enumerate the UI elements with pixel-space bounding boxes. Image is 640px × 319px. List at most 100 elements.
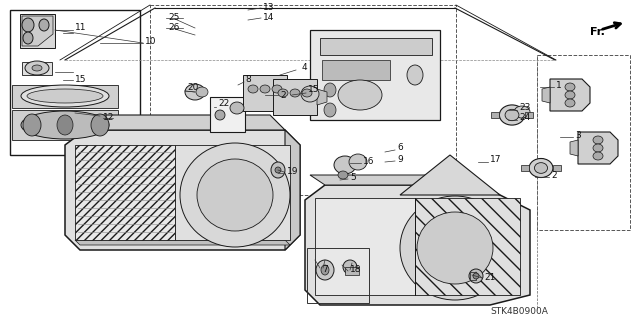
Ellipse shape [278, 89, 288, 97]
Ellipse shape [196, 87, 208, 97]
Ellipse shape [271, 162, 285, 178]
Text: 19: 19 [287, 167, 298, 176]
Ellipse shape [23, 32, 33, 44]
Ellipse shape [321, 265, 329, 275]
Text: 10: 10 [145, 38, 157, 47]
Ellipse shape [565, 83, 575, 91]
Ellipse shape [275, 167, 281, 173]
Ellipse shape [469, 269, 483, 283]
Polygon shape [22, 16, 53, 46]
Bar [10, 10, 140, 155]
Polygon shape [578, 132, 618, 164]
Polygon shape [305, 185, 530, 305]
Polygon shape [243, 75, 287, 111]
Ellipse shape [593, 152, 603, 160]
Text: 2: 2 [551, 170, 557, 180]
Ellipse shape [23, 114, 41, 136]
Polygon shape [415, 198, 520, 295]
Ellipse shape [338, 171, 348, 179]
Text: 22: 22 [218, 99, 229, 108]
Ellipse shape [343, 260, 357, 274]
Bar [470, 272, 476, 280]
Text: 14: 14 [263, 13, 275, 23]
Polygon shape [525, 112, 532, 118]
Ellipse shape [248, 85, 258, 93]
Ellipse shape [316, 260, 334, 280]
Polygon shape [320, 38, 432, 55]
Ellipse shape [334, 156, 356, 174]
Text: Fr.: Fr. [590, 27, 605, 37]
Polygon shape [22, 62, 52, 75]
Text: 21: 21 [484, 273, 495, 283]
Ellipse shape [565, 99, 575, 107]
Polygon shape [322, 60, 390, 80]
Text: 23: 23 [519, 103, 531, 113]
Ellipse shape [565, 91, 575, 99]
Polygon shape [550, 79, 590, 111]
Bar [307, 248, 369, 303]
Ellipse shape [39, 19, 49, 31]
Polygon shape [570, 140, 578, 156]
Text: 15: 15 [75, 76, 86, 85]
Ellipse shape [593, 136, 603, 144]
Text: 13: 13 [263, 4, 275, 12]
Ellipse shape [185, 84, 205, 100]
Text: 25: 25 [168, 13, 179, 23]
Ellipse shape [349, 154, 367, 170]
Ellipse shape [91, 114, 109, 136]
Ellipse shape [180, 143, 290, 247]
Polygon shape [75, 240, 290, 245]
Ellipse shape [57, 115, 73, 135]
Bar [345, 267, 359, 275]
Polygon shape [65, 130, 300, 250]
Ellipse shape [290, 89, 300, 97]
Ellipse shape [32, 65, 42, 71]
Text: 4: 4 [302, 63, 308, 72]
Ellipse shape [215, 110, 225, 120]
Polygon shape [521, 165, 529, 171]
Ellipse shape [260, 85, 270, 93]
Ellipse shape [22, 18, 34, 32]
Text: 16: 16 [363, 157, 374, 166]
Ellipse shape [197, 159, 273, 231]
Ellipse shape [324, 83, 336, 97]
Bar [210, 97, 245, 132]
Text: 20: 20 [187, 84, 198, 93]
Text: 8: 8 [245, 76, 251, 85]
Polygon shape [12, 110, 118, 140]
Ellipse shape [514, 106, 530, 118]
Ellipse shape [534, 163, 548, 173]
Ellipse shape [505, 109, 519, 121]
Polygon shape [20, 14, 55, 48]
Ellipse shape [21, 111, 109, 139]
Text: 1: 1 [556, 80, 562, 90]
Text: 15: 15 [308, 85, 319, 94]
Ellipse shape [473, 273, 479, 279]
Text: 7: 7 [322, 265, 328, 275]
Polygon shape [285, 130, 300, 250]
Text: 11: 11 [75, 24, 86, 33]
Text: 2: 2 [280, 91, 285, 100]
Text: 6: 6 [397, 144, 403, 152]
Text: 26: 26 [168, 24, 179, 33]
Ellipse shape [338, 80, 382, 110]
Ellipse shape [27, 89, 103, 103]
Ellipse shape [593, 144, 603, 152]
Ellipse shape [301, 86, 319, 102]
Ellipse shape [499, 105, 525, 125]
Polygon shape [315, 198, 415, 295]
Polygon shape [553, 165, 561, 171]
Polygon shape [542, 87, 550, 103]
Polygon shape [287, 85, 297, 101]
Ellipse shape [324, 103, 336, 117]
Polygon shape [75, 145, 175, 240]
Text: 17: 17 [490, 155, 502, 165]
Polygon shape [400, 155, 500, 195]
Text: 12: 12 [103, 114, 115, 122]
Polygon shape [310, 175, 480, 185]
Ellipse shape [21, 85, 109, 107]
Ellipse shape [25, 61, 49, 75]
Polygon shape [12, 85, 118, 108]
Polygon shape [492, 112, 499, 118]
Ellipse shape [407, 65, 423, 85]
